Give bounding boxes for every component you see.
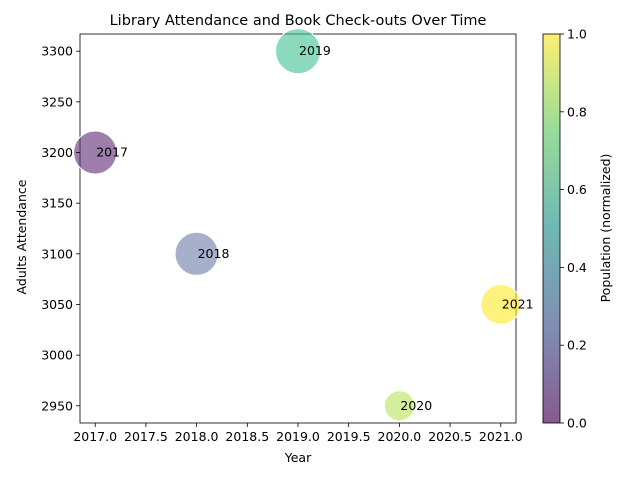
x-tick-label: 2017.5 — [124, 429, 168, 444]
point-label-2018: 2018 — [198, 246, 230, 261]
colorbar-tick-label: 0.6 — [567, 182, 587, 197]
y-tick-label: 3200 — [41, 145, 73, 160]
scatter-point-2019 — [275, 28, 321, 75]
x-tick-label: 2020.0 — [378, 429, 422, 444]
x-tick-label: 2018.5 — [225, 429, 269, 444]
point-label-2020: 2020 — [400, 398, 432, 413]
colorbar-tick-label: 0.4 — [567, 260, 587, 275]
point-label-2021: 2021 — [502, 296, 534, 311]
scatter-point-2017 — [73, 130, 118, 175]
x-tick-label: 2021.0 — [479, 429, 523, 444]
point-label-2019: 2019 — [299, 43, 331, 58]
x-tick-label: 2017.0 — [73, 429, 117, 444]
colorbar: 0.0 0.2 0.4 0.6 0.8 1.0 — [542, 27, 587, 431]
colorbar-tick-label: 0.0 — [567, 416, 587, 431]
y-tick-label: 3150 — [41, 196, 73, 211]
x-tick-label: 2020.5 — [428, 429, 472, 444]
x-tick-label: 2019.0 — [276, 429, 320, 444]
scatter-point-2021 — [480, 284, 522, 325]
colorbar-gradient — [542, 33, 561, 424]
y-tick-label: 3300 — [41, 44, 73, 59]
point-annotations: 2017 2018 2019 2020 2021 — [96, 43, 533, 413]
scatter-points — [73, 28, 522, 422]
colorbar-tick-label: 0.2 — [567, 338, 587, 353]
colorbar-label: Population (normalized) — [598, 154, 613, 303]
colorbar-tick-label: 1.0 — [567, 27, 587, 42]
y-axis-label: Adults Attendance — [14, 179, 29, 294]
y-tick-label: 3000 — [41, 348, 73, 363]
point-label-2017: 2017 — [96, 145, 128, 160]
x-axis-label: Year — [284, 450, 312, 465]
y-tick-label: 3050 — [41, 297, 73, 312]
y-tick-label: 3250 — [41, 94, 73, 109]
y-tick-label: 3100 — [41, 246, 73, 261]
scatter-point-2020 — [383, 390, 415, 422]
chart-title: Library Attendance and Book Check-outs O… — [110, 13, 487, 29]
x-tick-label: 2019.5 — [327, 429, 371, 444]
x-tick-label: 2018.0 — [175, 429, 219, 444]
scatter-point-2018 — [174, 231, 219, 276]
colorbar-tick-label: 0.8 — [567, 104, 587, 119]
y-tick-label: 2950 — [41, 398, 73, 413]
y-axis: 2950 3000 3050 3100 3150 3200 3250 3300 — [41, 44, 80, 413]
x-axis: 2017.0 2017.5 2018.0 2018.5 2019.0 2019.5 2020… — [73, 423, 523, 444]
